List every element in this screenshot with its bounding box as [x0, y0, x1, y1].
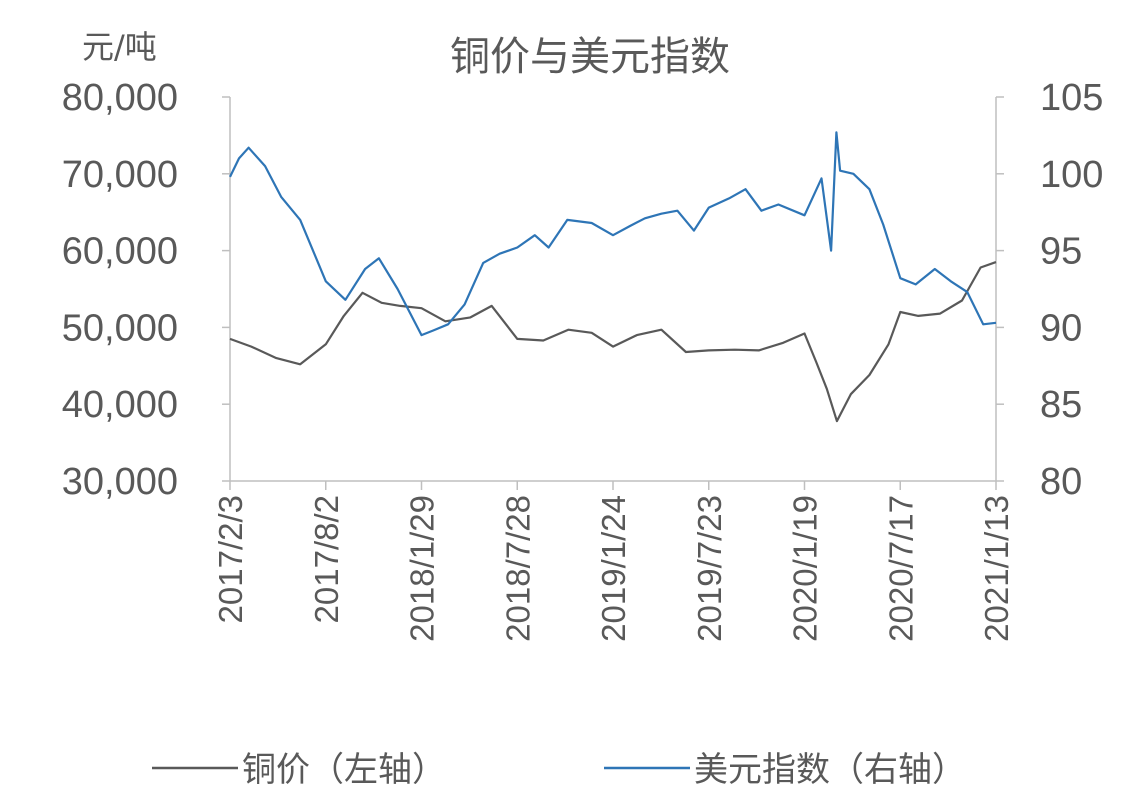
series-line-usd-index: [229, 131, 997, 337]
left-axis-tick-label: 80,000: [62, 77, 178, 119]
left-axis-tick-label: 70,000: [62, 154, 178, 196]
x-axis-tick-label: 2020/7/17: [882, 495, 919, 642]
chart-title: 铜价与美元指数: [450, 34, 730, 80]
left-axis: 80,000 70,000 60,000 50,000 40,000 30,000: [62, 77, 231, 503]
right-axis-tick-label: 85: [1040, 384, 1082, 426]
legend-label-copper: 铜价（左轴）: [242, 750, 446, 790]
left-axis-tick-label: 60,000: [62, 231, 178, 273]
x-axis-tick-label: 2020/1/19: [787, 495, 824, 642]
legend-label-usd-index: 美元指数（右轴）: [694, 750, 966, 790]
right-axis-tick-label: 100: [1040, 154, 1103, 196]
left-axis-tick-label: 50,000: [62, 307, 178, 349]
x-axis-tick-label: 2018/7/28: [499, 495, 536, 642]
series-line-copper: [229, 261, 997, 423]
right-axis-tick-label: 105: [1040, 77, 1103, 119]
x-axis-tick-label: 2019/1/24: [595, 495, 632, 642]
x-axis: 2017/2/3 2017/8/2 2018/1/29 2018/7/28 2019/1…: [212, 480, 1015, 642]
left-axis-tick-label: 40,000: [62, 384, 178, 426]
left-axis-tick-label: 30,000: [62, 461, 178, 503]
x-axis-tick-label: 2019/7/23: [691, 495, 728, 642]
x-axis-tick-label: 2017/2/3: [212, 495, 249, 623]
right-axis: 105 100 95 90 85 80: [995, 77, 1103, 503]
x-axis-tick-label: 2017/8/2: [308, 495, 345, 623]
right-axis-tick-label: 95: [1040, 231, 1082, 273]
legend: 铜价（左轴） 美元指数（右轴）: [152, 750, 966, 790]
left-axis-unit-label: 元/吨: [82, 28, 157, 66]
series-layer: [229, 131, 997, 423]
x-axis-tick-label: 2018/1/29: [404, 495, 441, 642]
right-axis-tick-label: 80: [1040, 461, 1082, 503]
x-axis-tick-label: 2021/1/13: [978, 495, 1015, 642]
right-axis-tick-label: 90: [1040, 307, 1082, 349]
